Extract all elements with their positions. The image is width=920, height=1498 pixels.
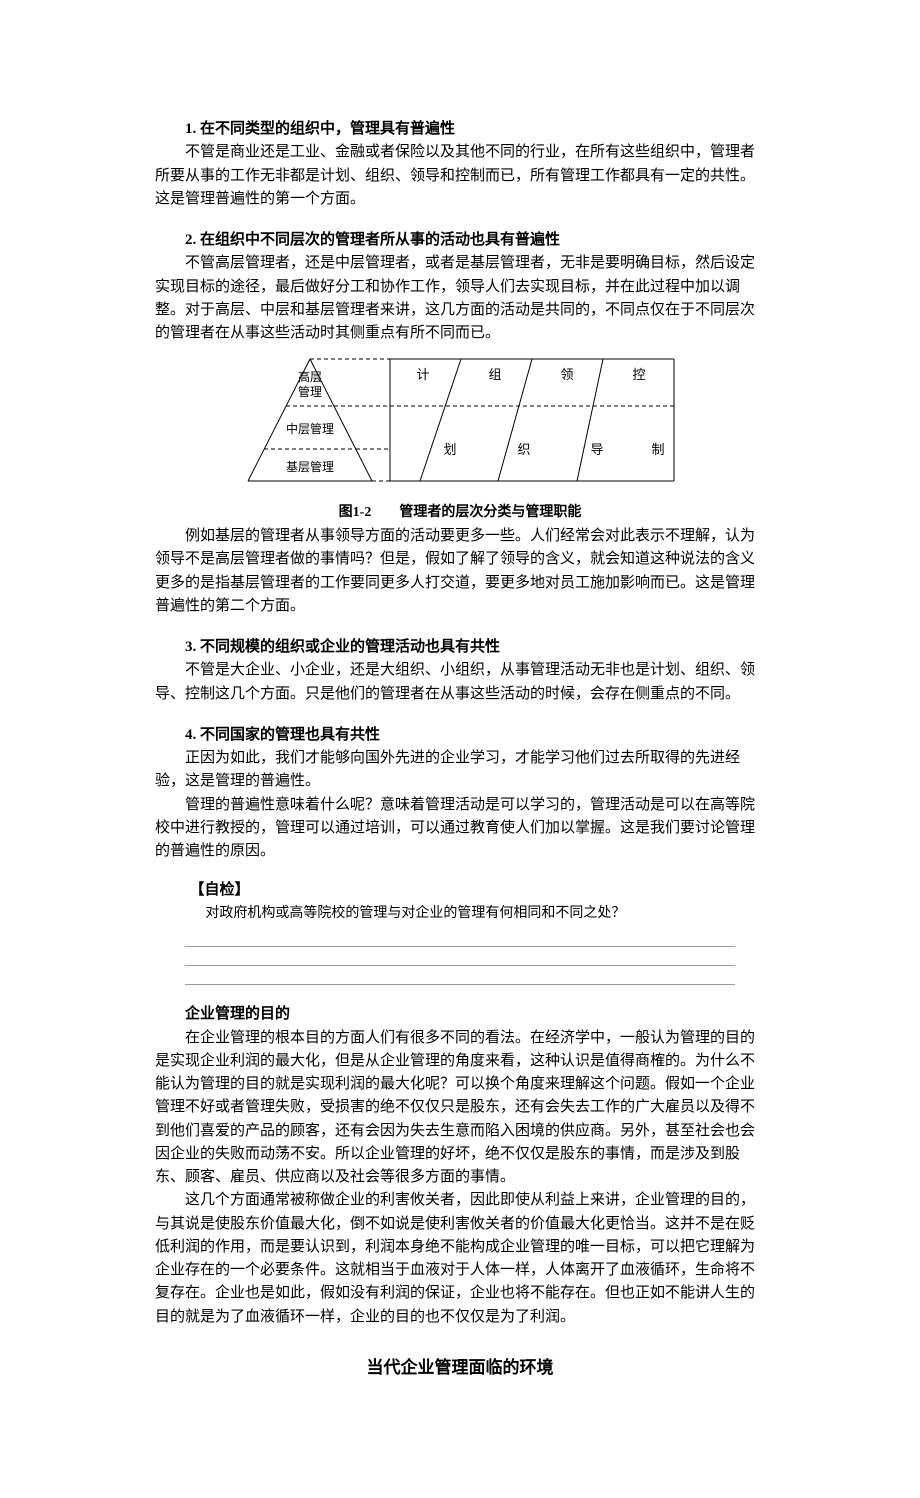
para-section-4b: 管理的普遍性意味着什么呢？意味着管理活动是可以学习的，管理活动是可以在高等院校中…: [155, 794, 765, 864]
svg-text:管理: 管理: [298, 384, 322, 399]
para-section-2b: 例如基层的管理者从事领导方面的活动要更多一些。人们经常会对此表示不理解，认为领导…: [155, 525, 765, 618]
heading-environment: 当代企业管理面临的环境: [155, 1355, 765, 1381]
label-top-level: 高层: [298, 369, 322, 384]
para-section-4a: 正因为如此，我们才能够向国外先进的企业学习，才能学习他们过去所取得的先进经验，这…: [155, 747, 765, 794]
management-layers-diagram: 高层 管理 中层管理 基层管理 计 组 领 控 划 织 导 制: [240, 351, 680, 491]
func-plan-top: 计: [416, 367, 429, 382]
heading-purpose: 企业管理的目的: [155, 1003, 765, 1026]
blank-line-3: [185, 966, 735, 985]
heading-section-4: 4. 不同国家的管理也具有共性: [155, 724, 765, 747]
label-bottom-level: 基层管理: [286, 459, 334, 474]
heading-section-3: 3. 不同规模的组织或企业的管理活动也具有共性: [155, 636, 765, 659]
para-purpose-1: 在企业管理的根本目的方面人们有很多不同的看法。在经济学中，一般认为管理的目的是实…: [155, 1027, 765, 1190]
func-plan-bot: 划: [443, 442, 456, 457]
para-section-2: 不管高层管理者，还是中层管理者，或者是基层管理者，无非是要明确目标，然后设定实现…: [155, 252, 765, 345]
func-ctrl-top: 控: [632, 367, 645, 382]
func-org-top: 组: [488, 367, 501, 382]
diagram-container: 高层 管理 中层管理 基层管理 计 组 领 控 划 织 导 制: [240, 351, 680, 499]
blank-line-2: [185, 947, 735, 966]
func-org-bot: 织: [517, 442, 530, 457]
func-lead-bot: 导: [590, 442, 603, 457]
heading-section-1: 1. 在不同类型的组织中，管理具有普遍性: [155, 118, 765, 141]
para-purpose-2: 这几个方面通常被称做企业的利害攸关者，因此即使从利益上来讲，企业管理的目的，与其…: [155, 1189, 765, 1329]
para-section-1: 不管是商业还是工业、金融或者保险以及其他不同的行业，在所有这些组织中，管理者所要…: [155, 141, 765, 211]
func-ctrl-bot: 制: [651, 442, 664, 457]
heading-section-2: 2. 在组织中不同层次的管理者所从事的活动也具有普遍性: [155, 229, 765, 252]
selfcheck-label: 【自检】: [155, 879, 765, 902]
func-lead-top: 领: [560, 367, 573, 382]
blank-line-1: [185, 928, 735, 947]
selfcheck-question: 对政府机构或高等院校的管理与对企业的管理有何相同和不同之处？: [155, 903, 765, 925]
diagram-caption: 图1-2 管理者的层次分类与管理职能: [155, 502, 765, 524]
label-middle-level: 中层管理: [286, 421, 334, 436]
para-section-3: 不管是大企业、小企业，还是大组织、小组织，从事管理活动无非也是计划、组织、领导、…: [155, 659, 765, 706]
